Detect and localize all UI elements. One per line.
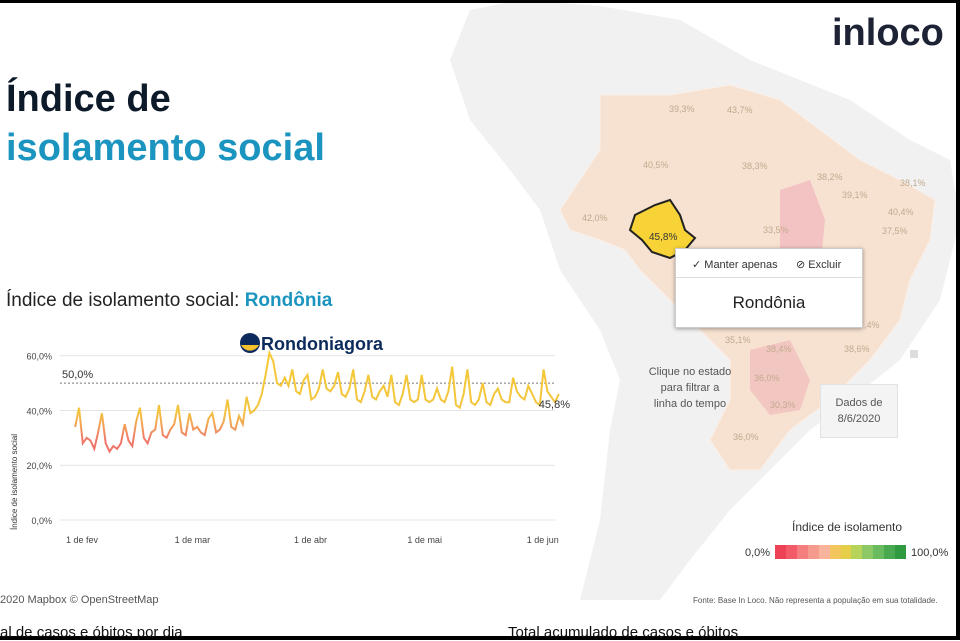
popup-state-name: Rondônia xyxy=(732,293,806,312)
legend-max-label: 100,0% xyxy=(911,547,949,559)
source-note: Fonte: Base In Loco. Não representa a po… xyxy=(693,596,938,605)
date-box: Dados de 8/6/2020 xyxy=(820,384,898,438)
isolation-line-chart[interactable]: 0,0%20,0%40,0%60,0% 1 de fev 1 de mar 1 de… xyxy=(0,320,580,550)
x-tick-label: 1 de fev xyxy=(66,535,99,545)
legend-swatch xyxy=(807,545,819,559)
map-region-label: 39,1% xyxy=(842,190,868,200)
page-title-line2: isolamento social xyxy=(6,127,325,169)
map-hint-line: para filtrar a xyxy=(660,382,720,394)
map-hint-line: linha do tempo xyxy=(653,398,727,410)
map-region-label: 38,1% xyxy=(900,178,926,188)
legend-color-scale xyxy=(775,545,907,559)
x-tick-label: 1 de abr xyxy=(294,535,327,545)
keep-only-label: Manter apenas xyxy=(704,259,778,271)
chart-subtitle-state: Rondônia xyxy=(244,290,333,311)
watermark-text: Rondoniagora xyxy=(261,334,384,354)
map-region-label: 40,4% xyxy=(888,207,914,217)
x-axis-ticks: 1 de fev 1 de mar 1 de abr 1 de mai 1 de jun xyxy=(66,535,559,545)
last-value-label: 45,8% xyxy=(539,399,570,411)
x-tick-label: 1 de jun xyxy=(527,535,559,545)
popup-actions: ✓ Manter apenas ⊘ Excluir xyxy=(676,255,862,275)
map-scroll-handle xyxy=(910,350,918,358)
map-region-label: 38,6% xyxy=(844,344,870,354)
daily-cases-title: al de casos e óbitos por dia xyxy=(0,624,183,641)
legend-swatch xyxy=(873,545,885,559)
legend-swatch xyxy=(796,545,808,559)
map-region-label: 38,3% xyxy=(742,161,768,171)
legend-title: Índice de isolamento xyxy=(792,520,903,534)
legend-swatch xyxy=(895,545,907,559)
date-box-label: Dados de xyxy=(835,397,883,409)
legend-swatch xyxy=(818,545,830,559)
map-region-label: 37,5% xyxy=(882,226,908,236)
map-region-label: 30,3% xyxy=(770,400,796,410)
exclude-icon: ⊘ xyxy=(796,259,806,271)
rondoniagora-watermark: Rondoniagora xyxy=(240,333,384,354)
map-selected-value: 45,8% xyxy=(649,232,677,243)
legend-swatch xyxy=(884,545,896,559)
date-box-value: 8/6/2020 xyxy=(837,413,881,425)
y-axis-label: Índice de isolamento social xyxy=(10,434,19,530)
exclude-label: Excluir xyxy=(808,259,842,271)
map-region-label: 43,7% xyxy=(727,105,753,115)
keep-only-button[interactable]: ✓ Manter apenas xyxy=(692,259,778,271)
map-hint: Clique no estado para filtrar a linha do… xyxy=(640,364,740,412)
chart-subtitle: Índice de isolamento social: Rondônia xyxy=(6,290,332,312)
filter-popup[interactable]: ✓ Manter apenas ⊘ Excluir Rondônia xyxy=(675,248,863,328)
legend-swatch xyxy=(829,545,841,559)
map-region-label: 33,5% xyxy=(763,225,789,235)
map-region-label: 36,0% xyxy=(733,432,759,442)
y-tick-label: 0,0% xyxy=(31,516,52,526)
map-region-label: 38,4% xyxy=(766,344,792,354)
y-tick-label: 20,0% xyxy=(26,461,52,471)
brand-logo: inloco xyxy=(832,12,944,54)
state-pink-2 xyxy=(750,340,810,415)
map-region-label: 38,2% xyxy=(817,172,843,182)
legend-swatch xyxy=(785,545,797,559)
x-tick-label: 1 de mai xyxy=(407,535,442,545)
exclude-button[interactable]: ⊘ Excluir xyxy=(796,258,841,271)
legend-min-label: 0,0% xyxy=(745,547,771,559)
legend-swatch xyxy=(840,545,852,559)
map-region-label: 40,5% xyxy=(643,160,669,170)
map-region-label: 37,4% xyxy=(854,320,880,330)
chart-grid xyxy=(60,355,555,521)
state-rondonia[interactable] xyxy=(628,198,697,260)
x-tick-label: 1 de mar xyxy=(175,535,211,545)
frame-border-bottom xyxy=(0,636,960,640)
frame-border-top xyxy=(0,0,960,3)
legend-swatch xyxy=(851,545,863,559)
chart-subtitle-prefix: Índice de isolamento social: xyxy=(6,290,245,311)
popup-divider xyxy=(676,277,862,278)
map-region-label: 39,3% xyxy=(669,104,695,114)
cumulative-cases-title: Total acumulado de casos e óbitos xyxy=(508,624,739,641)
series-line[interactable] xyxy=(74,349,560,454)
map-region-label: 36,0% xyxy=(754,373,780,383)
page-title-line1: Índice de xyxy=(6,78,171,120)
map-hint-line: Clique no estado xyxy=(648,366,732,378)
y-tick-label: 60,0% xyxy=(26,352,52,362)
map-region-label: 35,1% xyxy=(725,335,751,345)
map-region-label: 42,0% xyxy=(582,213,608,223)
y-axis-ticks: 0,0% 20,0% 40,0% 60,0% xyxy=(26,352,52,526)
legend-swatch xyxy=(862,545,874,559)
reference-line-label: 50,0% xyxy=(62,369,93,381)
map-credit[interactable]: 2020 Mapbox © OpenStreetMap xyxy=(0,594,159,606)
legend-swatch xyxy=(775,545,786,559)
frame-border-right xyxy=(956,0,960,640)
y-tick-label: 40,0% xyxy=(26,406,52,416)
